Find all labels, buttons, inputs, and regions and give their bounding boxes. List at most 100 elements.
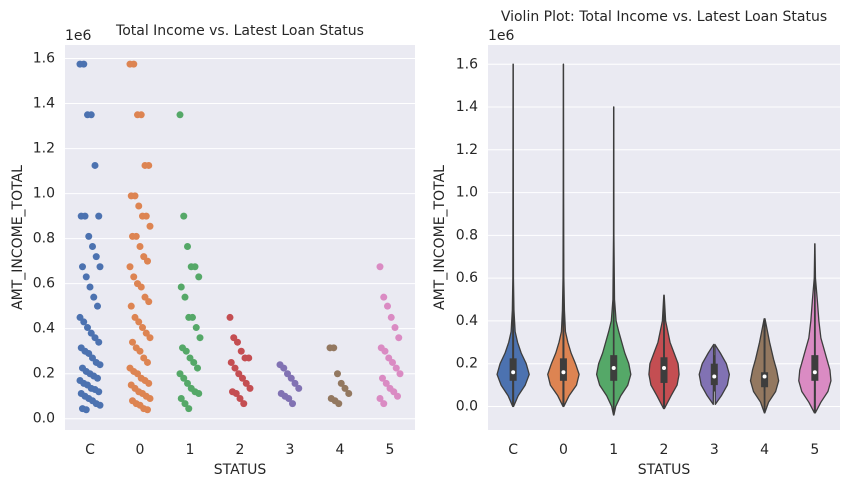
- y-tick-label: 0.4: [33, 321, 55, 337]
- strip-point: [395, 334, 403, 342]
- y-tick-label: 1.4: [456, 99, 478, 115]
- y-tick-label: 1.2: [33, 141, 55, 157]
- strip-point: [130, 60, 138, 68]
- y-tick-label: 1.0: [33, 186, 55, 202]
- y-axis-label: AMT_INCOME_TOTAL: [10, 165, 26, 310]
- strip-point: [396, 370, 404, 378]
- strip-point: [289, 400, 296, 408]
- strip-point: [81, 212, 89, 220]
- strip-point: [92, 253, 100, 261]
- box: [710, 363, 718, 386]
- y-tick-label: 1.6: [33, 51, 55, 67]
- strip-point: [136, 243, 144, 251]
- strip-point: [139, 324, 146, 332]
- axis-offset: 1e6: [65, 28, 92, 44]
- strip-point: [192, 324, 200, 332]
- y-tick-label: 1.6: [456, 56, 478, 72]
- strip-point: [96, 361, 104, 369]
- y-tick-label: 0.6: [456, 270, 478, 286]
- chart-title: Total Income vs. Latest Loan Status: [115, 23, 364, 39]
- y-tick-label: 0.6: [33, 276, 55, 292]
- strip-point: [394, 392, 401, 400]
- box: [509, 358, 517, 381]
- median: [712, 374, 717, 379]
- strip-point: [80, 318, 88, 326]
- strip-point: [180, 374, 188, 382]
- strip-point: [142, 212, 150, 220]
- strip-point: [146, 222, 154, 230]
- strip-point: [341, 384, 349, 392]
- y-tick-label: 1.2: [456, 142, 478, 158]
- x-tick-label: 0: [136, 442, 145, 458]
- violin-half: [764, 318, 780, 414]
- violin-half: [613, 106, 632, 416]
- x-tick-label: 2: [660, 442, 669, 458]
- x-tick-label: 3: [710, 442, 719, 458]
- strip-point: [85, 232, 93, 240]
- strip-point: [226, 313, 234, 321]
- strip-point: [144, 358, 151, 366]
- strip-point: [82, 273, 90, 281]
- strip-point: [91, 161, 99, 169]
- strip-point: [379, 374, 386, 382]
- strip-point: [195, 273, 203, 281]
- strip-point: [177, 394, 185, 402]
- box: [811, 355, 819, 381]
- strip-point: [144, 406, 151, 414]
- median: [611, 365, 616, 370]
- y-tick-label: 0.2: [456, 356, 478, 372]
- strip-point: [189, 313, 196, 321]
- strip-point: [330, 344, 338, 352]
- strip-point: [94, 302, 101, 310]
- y-tick-label: 1.0: [456, 185, 478, 201]
- strip-point: [236, 394, 244, 402]
- strip-point: [392, 364, 400, 372]
- violin-half: [798, 243, 816, 414]
- strip-point: [135, 318, 143, 326]
- strip-point: [94, 374, 101, 382]
- x-tick-label: 1: [609, 442, 618, 458]
- strip-point: [144, 257, 151, 265]
- y-tick-label: 0.0: [33, 411, 55, 427]
- x-tick-label: C: [508, 442, 518, 458]
- strip-point: [376, 263, 384, 271]
- strip-point: [295, 384, 303, 392]
- strip-point: [240, 400, 248, 408]
- median: [561, 370, 566, 375]
- strip-point: [145, 161, 153, 169]
- strip-point: [131, 192, 139, 200]
- strip-point: [337, 379, 345, 387]
- strip-point: [96, 263, 104, 271]
- strip-point: [184, 243, 191, 251]
- strip-point: [132, 232, 140, 240]
- strip-point: [191, 263, 199, 271]
- strip-point: [137, 283, 145, 291]
- strip-point: [177, 283, 185, 291]
- strip-point: [391, 324, 399, 332]
- x-axis-label: STATUS: [638, 462, 691, 478]
- x-tick-label: C: [85, 442, 95, 458]
- strip-point: [194, 364, 201, 372]
- strip-point: [381, 347, 389, 355]
- x-tick-label: 5: [386, 442, 395, 458]
- y-tick-label: 0.2: [33, 366, 55, 382]
- strip-point: [380, 293, 388, 301]
- violin-half: [714, 343, 731, 405]
- strip-point: [345, 390, 353, 398]
- violin-half: [749, 318, 766, 414]
- strip-point: [79, 263, 86, 271]
- x-tick-label: 4: [760, 442, 769, 458]
- strip-point: [291, 379, 299, 387]
- strip-point: [135, 202, 143, 210]
- y-tick-label: 0.8: [33, 231, 55, 247]
- strip-point: [227, 358, 235, 366]
- strip-point: [137, 111, 145, 119]
- median: [511, 370, 516, 375]
- strip-point: [239, 374, 246, 382]
- y-tick-label: 0.8: [456, 227, 478, 243]
- box: [761, 372, 769, 388]
- strip-point: [176, 111, 184, 119]
- strip-point: [95, 338, 103, 346]
- strip-point: [245, 354, 253, 362]
- strip-point: [334, 370, 341, 378]
